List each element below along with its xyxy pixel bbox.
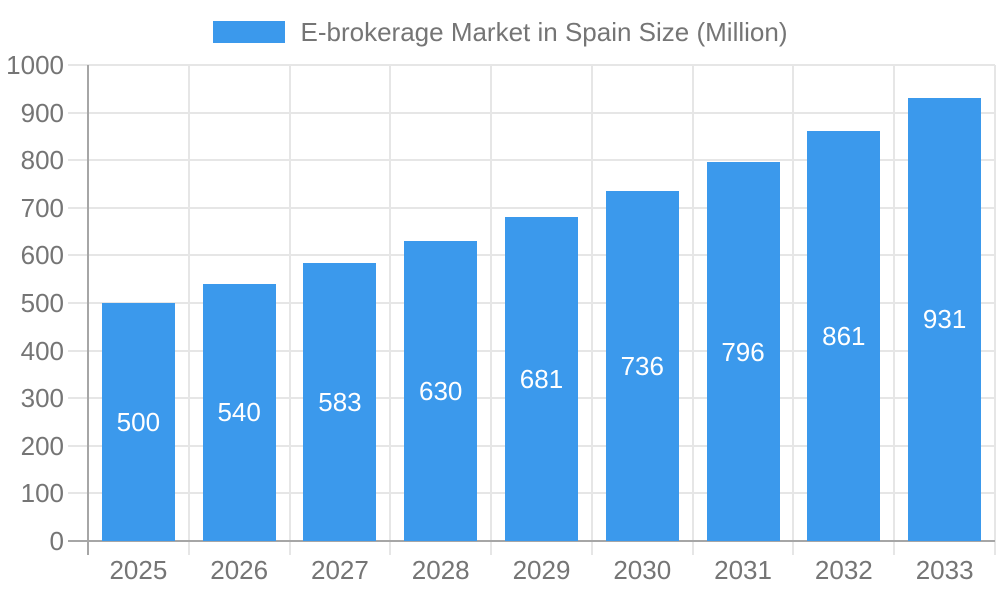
legend-series-label: E-brokerage Market in Spain Size (Millio… (300, 17, 788, 47)
x-tick-label: 2031 (714, 555, 772, 585)
bar (303, 263, 377, 541)
y-gridline (88, 64, 995, 66)
y-tick-mark (68, 492, 88, 495)
y-tick-label: 200 (20, 430, 64, 461)
y-tick-mark (68, 349, 88, 352)
y-gridline (88, 206, 995, 209)
chart-legend: E-brokerage Market in Spain Size (Millio… (0, 18, 1000, 46)
bar (807, 131, 881, 541)
x-tick-mark (994, 541, 996, 555)
x-tick-mark (590, 541, 593, 555)
x-tick-mark (792, 541, 795, 555)
x-tick-label: 2030 (613, 555, 672, 585)
x-gridline (893, 65, 896, 541)
y-tick-label: 1000 (6, 50, 64, 80)
x-tick-mark (691, 541, 694, 555)
y-tick-mark (68, 64, 88, 66)
x-tick-label: 2028 (411, 555, 470, 585)
bar-value-label: 500 (116, 407, 161, 437)
bar (404, 241, 478, 541)
y-tick-label: 600 (20, 240, 64, 271)
x-tick-label: 2026 (210, 555, 269, 585)
bar-value-label: 796 (721, 336, 765, 367)
x-gridline (288, 65, 291, 541)
x-tick-label: 2029 (512, 555, 571, 585)
x-tick-mark (288, 541, 291, 555)
y-tick-mark (68, 254, 88, 257)
y-tick-label: 700 (20, 192, 64, 223)
x-tick-mark (389, 541, 392, 555)
bar-value-label: 931 (922, 304, 967, 335)
bar (505, 216, 578, 541)
x-gridline (187, 65, 190, 541)
x-gridline (389, 65, 392, 541)
bar (706, 162, 780, 541)
bar-value-label: 861 (822, 321, 866, 352)
y-tick-label: 400 (20, 335, 64, 366)
x-gridline (490, 65, 493, 541)
y-tick-label: 0 (49, 526, 64, 556)
bar-value-label: 540 (217, 397, 261, 428)
y-tick-mark (68, 159, 88, 162)
x-gridline (792, 65, 795, 541)
x-tick-label: 2032 (814, 555, 873, 585)
y-tick-mark (68, 302, 88, 304)
y-tick-mark (68, 444, 88, 447)
bar-value-label: 681 (519, 363, 564, 394)
y-tick-label: 100 (20, 478, 64, 509)
y-gridline (88, 159, 995, 162)
bar-value-label: 630 (419, 376, 463, 407)
bar (908, 97, 982, 541)
y-gridline (88, 111, 995, 114)
x-tick-label: 2025 (109, 555, 168, 585)
bar (202, 283, 276, 541)
x-axis-line (68, 540, 995, 542)
x-tick-mark (87, 541, 89, 555)
x-tick-label: 2027 (311, 555, 369, 585)
x-tick-mark (187, 541, 190, 555)
y-tick-mark (68, 111, 88, 114)
x-tick-mark (893, 541, 896, 555)
bar-value-label: 583 (318, 387, 362, 418)
y-tick-mark (68, 397, 88, 400)
y-tick-label: 800 (20, 145, 64, 176)
y-tick-label: 500 (20, 288, 64, 318)
bar (101, 303, 175, 541)
y-axis-line (87, 65, 89, 541)
bar-value-label: 736 (620, 350, 664, 381)
bar (605, 190, 679, 541)
legend-swatch (212, 21, 285, 43)
x-gridline (994, 65, 996, 541)
x-tick-label: 2033 (915, 555, 974, 585)
x-gridline (691, 65, 694, 541)
y-tick-label: 900 (20, 97, 64, 128)
x-tick-mark (490, 541, 493, 555)
y-tick-label: 300 (20, 383, 64, 414)
x-gridline (590, 65, 593, 541)
y-tick-mark (68, 206, 88, 209)
